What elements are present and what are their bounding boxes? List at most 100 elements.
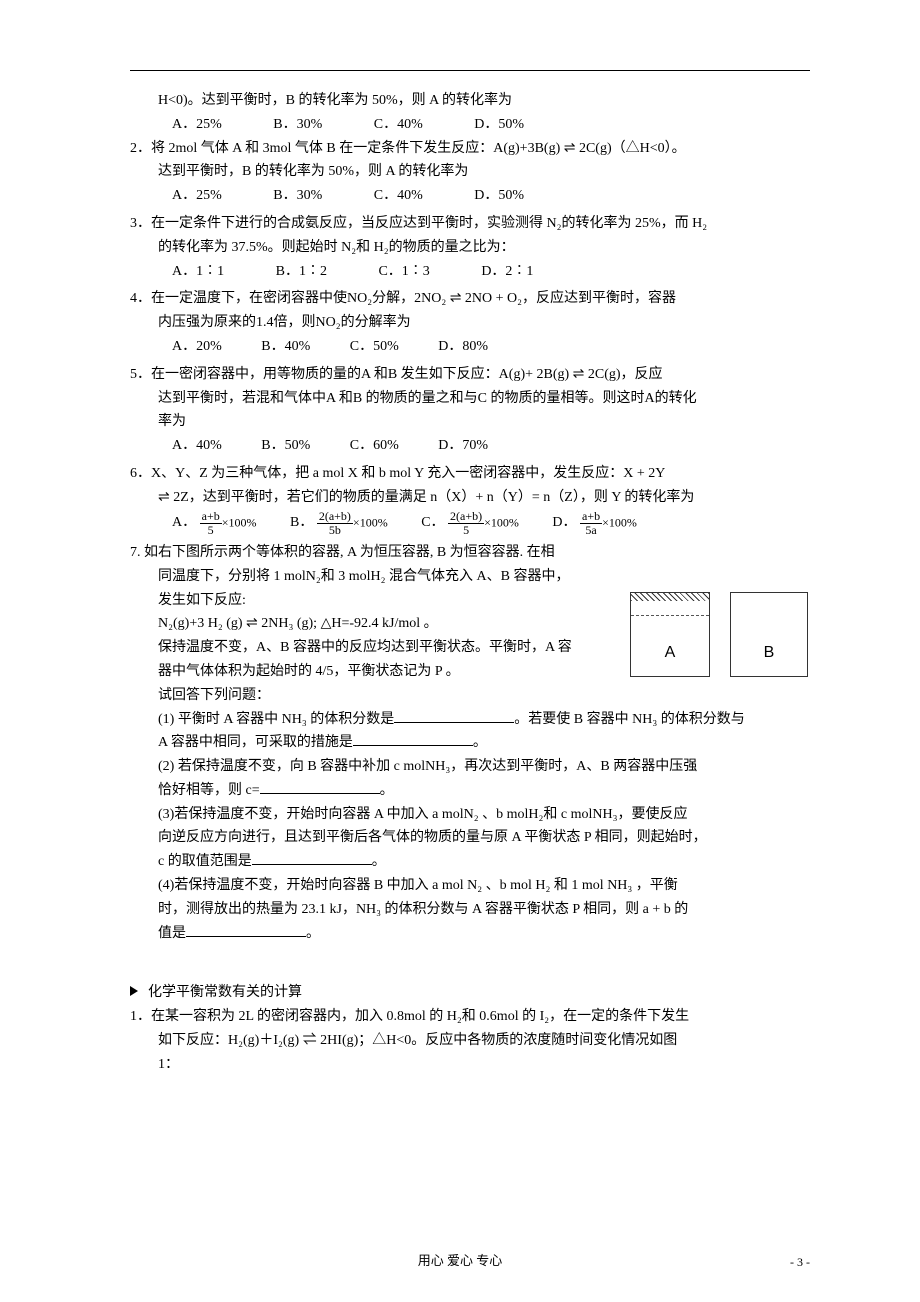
q2-stem1: 2．将 2mol 气体 A 和 3mol 气体 B 在一定条件下发生反应：A(g… [130, 137, 810, 161]
opt-c: C．1∶3 [378, 260, 429, 284]
container-diagram: A B [630, 592, 810, 682]
top-rule [130, 70, 810, 71]
triangle-icon [130, 986, 138, 996]
q4: 4．在一定温度下，在密闭容器中使NO₂分解，2NO₂ ⇌ 2NO + O₂，反应… [130, 287, 810, 358]
q3-stem1: 3．在一定条件下进行的合成氨反应，当反应达到平衡时，实验测得 N₂的转化率为 2… [130, 212, 810, 236]
dash-line [631, 615, 709, 616]
q7-sub1: (1) 平衡时 A 容器中 NH₃ 的体积分数是 。若要使 B 容器中 NH₃ 的… [130, 708, 810, 732]
box-a: A [630, 592, 710, 677]
q7-stem1: 7. 如右下图所示两个等体积的容器, A 为恒压容器, B 为恒容容器. 在相 [130, 541, 810, 565]
blank [186, 922, 306, 937]
q7-sub4c-line: 值是 。 [130, 922, 810, 946]
opt-c: C．50% [350, 335, 399, 359]
q7-sub2b-line: 恰好相等，则 c= 。 [130, 779, 810, 803]
q3: 3．在一定条件下进行的合成氨反应，当反应达到平衡时，实验测得 N₂的转化率为 2… [130, 212, 810, 283]
opt-d: D． a+b5a×100% [552, 515, 636, 530]
page: H<0)。达到平衡时，B 的转化率为 50%，则 A 的转化率为 A．25% B… [0, 0, 920, 1302]
s2-q1: 1．在某一容积为 2L 的密闭容器内，加入 0.8mol 的 H₂和 0.6mo… [130, 1005, 810, 1076]
opt-a: A．25% [172, 184, 222, 208]
q7-sub2b: 恰好相等，则 c= [158, 783, 260, 798]
frac-b: 2(a+b)5b [317, 510, 353, 537]
box-b-label: B [731, 639, 807, 666]
q6-stem1: 6．X、Y、Z 为三种气体，把 a mol X 和 b mol Y 充入一密闭容… [130, 462, 810, 486]
intro-line: H<0)。达到平衡时，B 的转化率为 50%，则 A 的转化率为 [130, 89, 810, 113]
q6: 6．X、Y、Z 为三种气体，把 a mol X 和 b mol Y 充入一密闭容… [130, 462, 810, 537]
opt-d: D．50% [474, 184, 524, 208]
q7-sub3b: 向逆反应方向进行，且达到平衡后各气体的物质的量与原 A 平衡状态 P 相同，则起… [130, 826, 810, 850]
piston-icon [631, 593, 709, 601]
times-b: ×100% [353, 516, 388, 530]
s2q1-stem1: 1．在某一容积为 2L 的密闭容器内，加入 0.8mol 的 H₂和 0.6mo… [130, 1005, 810, 1029]
frac-c: 2(a+b)5 [448, 510, 484, 537]
opt-a: A．40% [172, 434, 222, 458]
q7-sub4a: (4)若保持温度不变，开始时向容器 B 中加入 a mol N₂ 、b mol … [130, 874, 810, 898]
opt-d: D．50% [474, 113, 524, 137]
q7-sub1b: 。若要使 B 容器中 NH₃ 的体积分数与 [514, 712, 744, 727]
q7-sub1-line2: A 容器中相同，可采取的措施是。 [130, 731, 810, 755]
opt-c: C．40% [374, 184, 423, 208]
q3-options: A．1∶1 B．1∶2 C．1∶3 D．2∶1 [130, 260, 810, 284]
q6-options: A． a+b5×100% B． 2(a+b)5b×100% C． 2(a+b)5… [130, 510, 810, 537]
period: 。 [473, 735, 487, 750]
s2q1-stem3: 1： [130, 1053, 810, 1077]
opt-c-label: C． [421, 515, 444, 530]
footer: 用心 爱心 专心 [0, 1250, 920, 1272]
blank [260, 779, 380, 794]
q2-options: A．25% B．30% C．40% D．50% [130, 184, 810, 208]
opt-a: A．1∶1 [172, 260, 224, 284]
opt-b: B．40% [261, 335, 310, 359]
box-b: B [730, 592, 808, 677]
frac-d: a+b5a [580, 510, 602, 537]
blank [353, 731, 473, 746]
section-heading: 化学平衡常数有关的计算 [130, 981, 810, 1005]
period: 。 [380, 783, 394, 798]
opt-a-label: A． [172, 515, 196, 530]
opt-c: C． 2(a+b)5×100% [421, 515, 522, 530]
opt-b-label: B． [290, 515, 313, 530]
page-number: - 3 - [790, 1252, 810, 1272]
frac-a: a+b5 [200, 510, 222, 537]
period: 。 [372, 854, 386, 869]
q7-sub3a: (3)若保持温度不变，开始时向容器 A 中加入 a molN₂ 、b molH₂… [130, 803, 810, 827]
opt-c: C．40% [374, 113, 423, 137]
q5: 5．在一密闭容器中，用等物质的量的A 和B 发生如下反应：A(g)+ 2B(g)… [130, 363, 810, 458]
q2-stem2: 达到平衡时，B 的转化率为 50%，则 A 的转化率为 [130, 160, 810, 184]
opt-d-label: D． [552, 515, 576, 530]
opt-c: C．60% [350, 434, 399, 458]
q4-stem2: 内压强为原来的1.4倍，则NO₂的分解率为 [130, 311, 810, 335]
q6-stem2: ⇌ 2Z，达到平衡时，若它们的物质的量满足 n（X）+ n（Y）= n（Z），则… [130, 486, 810, 510]
q7-sub4b: 时，测得放出的热量为 23.1 kJ，NH₃ 的体积分数与 A 容器平衡状态 P… [130, 898, 810, 922]
q7-sub3c: c 的取值范围是 [158, 854, 252, 869]
q7-stem2: 同温度下，分别将 1 molN₂和 3 molH₂ 混合气体充入 A、B 容器中… [130, 565, 810, 589]
q2: 2．将 2mol 气体 A 和 3mol 气体 B 在一定条件下发生反应：A(g… [130, 137, 810, 208]
q7-stem6: 试回答下列问题： [130, 684, 810, 708]
period: 。 [306, 926, 320, 941]
section-title: 化学平衡常数有关的计算 [148, 985, 302, 1000]
opt-b: B．1∶2 [276, 260, 327, 284]
blank [394, 708, 514, 723]
times-d: ×100% [602, 516, 637, 530]
blank [252, 850, 372, 865]
times-c: ×100% [484, 516, 519, 530]
opt-b: B．50% [261, 434, 310, 458]
opt-b: B．30% [273, 184, 322, 208]
q5-stem2: 达到平衡时，若混和气体中A 和B 的物质的量之和与C 的物质的量相等。则这时A的… [130, 387, 810, 411]
q4-options: A．20% B．40% C．50% D．80% [130, 335, 810, 359]
opt-d: D．80% [438, 335, 488, 359]
opt-b: B．30% [273, 113, 322, 137]
opt-d: D．2∶1 [481, 260, 533, 284]
q4-stem1: 4．在一定温度下，在密闭容器中使NO₂分解，2NO₂ ⇌ 2NO + O₂，反应… [130, 287, 810, 311]
q7-sub1a: (1) 平衡时 A 容器中 NH₃ 的体积分数是 [158, 712, 394, 727]
q7-sub4c: 值是 [158, 926, 186, 941]
opt-a: A．25% [172, 113, 222, 137]
q5-stem3: 率为 [130, 410, 810, 434]
opt-a: A．20% [172, 335, 222, 359]
opt-d: D．70% [438, 434, 488, 458]
q7-sub3c-line: c 的取值范围是 。 [130, 850, 810, 874]
s2q1-stem2: 如下反应：H₂(g)＋I₂(g) ⇌ 2HI(g)；△H<0。反应中各物质的浓度… [130, 1029, 810, 1053]
q5-options: A．40% B．50% C．60% D．70% [130, 434, 810, 458]
opt-a: A． a+b5×100% [172, 515, 260, 530]
opt-b: B． 2(a+b)5b×100% [290, 515, 391, 530]
box-a-label: A [631, 639, 709, 666]
q5-stem1: 5．在一密闭容器中，用等物质的量的A 和B 发生如下反应：A(g)+ 2B(g)… [130, 363, 810, 387]
